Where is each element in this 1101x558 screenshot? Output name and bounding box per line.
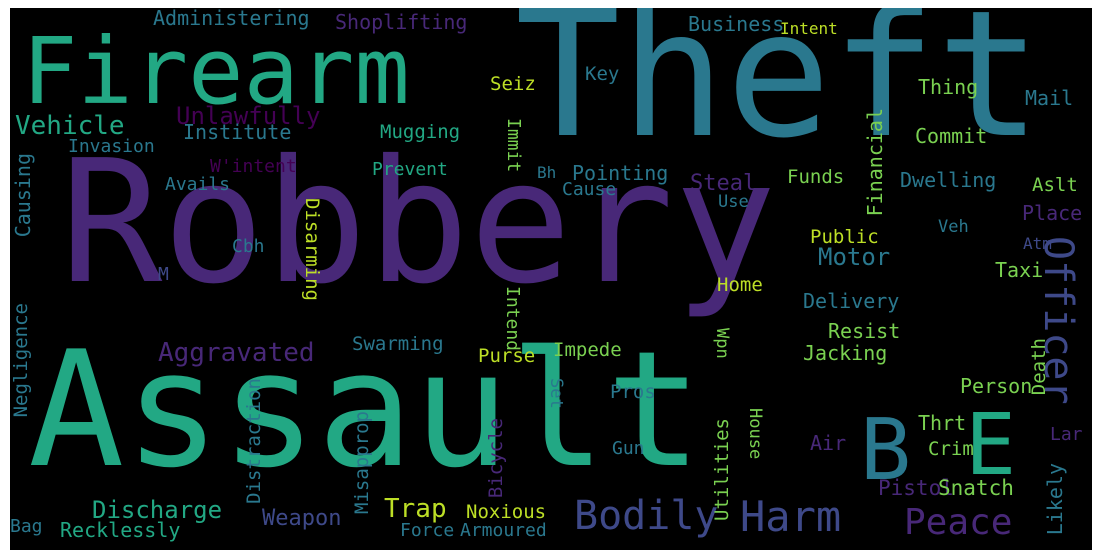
word-delivery: Delivery [803, 289, 900, 313]
word-noxious: Noxious [466, 501, 547, 523]
word-cbh: Cbh [232, 236, 265, 257]
word-jacking: Jacking [803, 341, 888, 365]
word-assault: Assault [28, 316, 703, 503]
word-bodily: Bodily [574, 493, 719, 539]
word-utilities: Utilities [711, 418, 733, 521]
word-atm: Atm [1023, 234, 1052, 253]
word-motor: Motor [818, 243, 891, 271]
word-pros: Pros [610, 381, 656, 403]
word-recklessly: Recklessly [60, 518, 181, 542]
word-thing: Thing [918, 75, 979, 99]
word-place: Place [1022, 201, 1083, 225]
word-key: Key [585, 63, 620, 85]
word-intent: Intent [780, 19, 838, 38]
word-swarming: Swarming [352, 333, 444, 355]
word-set: Set [546, 378, 566, 409]
word-lar: Lar [1050, 424, 1083, 445]
word-institute: Institute [183, 120, 292, 144]
word-bag: Bag [10, 516, 43, 537]
word-negligence: Negligence [10, 303, 32, 418]
word-e: E [965, 396, 1017, 495]
word-peace: Peace [904, 502, 1013, 543]
word-steal: Steal [690, 171, 757, 196]
word-administering: Administering [153, 8, 310, 30]
word-thrt: Thrt [918, 411, 967, 435]
word-firearm: Firearm [22, 18, 410, 125]
word-vehicle: Vehicle [15, 111, 125, 141]
word-weapon: Weapon [262, 506, 342, 531]
word-trap: Trap [384, 494, 447, 524]
word-veh: Veh [938, 217, 969, 237]
word-seiz: Seiz [490, 73, 536, 95]
word-theft: Theft [515, 8, 1042, 177]
word-crim: Crim [928, 438, 974, 460]
word-resist: Resist [828, 319, 901, 343]
word-aggravated: Aggravated [158, 338, 315, 368]
word-house: House [745, 408, 765, 460]
word-b: B [860, 401, 912, 500]
word-commit: Commit [915, 124, 988, 148]
word-snatch: Snatch [938, 476, 1014, 500]
word-funds: Funds [787, 166, 845, 188]
word-use: Use [718, 192, 749, 212]
word-disarming: Disarming [301, 198, 323, 301]
word-invasion: Invasion [68, 136, 155, 157]
word-air: Air [810, 431, 847, 455]
word-armoured: Armoured [460, 520, 547, 541]
word-public: Public [810, 226, 879, 248]
word-dwelling: Dwelling [900, 168, 997, 192]
word-robbery: Robbery [60, 124, 777, 322]
word-wintent: W'intent [210, 156, 297, 177]
word-intend: Intend [502, 286, 523, 352]
word-discharge: Discharge [92, 496, 223, 524]
word-officer: Officer [1035, 236, 1081, 405]
word-harm: Harm [740, 492, 842, 541]
word-m: M [158, 264, 169, 285]
word-business: Business [688, 12, 785, 36]
word-pointing: Pointing [572, 161, 669, 185]
word-bicycle: Bicycle [485, 418, 507, 499]
word-wpn: Wpn [712, 328, 732, 359]
word-shoplifting: Shoplifting [335, 10, 468, 34]
word-gun: Gun [612, 438, 645, 459]
word-misapprop: Misapprop [351, 411, 373, 514]
word-financial: Financial [863, 108, 887, 217]
word-avails: Avails [165, 174, 231, 195]
word-impede: Impede [553, 339, 622, 361]
word-cloud: Robbery Theft Assault Firearm B E Office… [10, 8, 1092, 550]
word-mugging: Mugging [380, 121, 461, 143]
word-aslt: Aslt [1032, 174, 1078, 196]
word-force: Force [400, 520, 455, 541]
word-unlawfully: Unlawfully [176, 102, 321, 130]
word-pistol: Pistol [878, 476, 954, 500]
word-purse: Purse [478, 345, 536, 367]
word-likely: Likely [1043, 463, 1067, 536]
word-cause: Cause [562, 179, 617, 200]
word-causing: Causing [11, 153, 35, 238]
word-death: Death [1028, 338, 1050, 396]
word-immit: Immit [503, 118, 524, 173]
word-person: Person [960, 374, 1033, 398]
word-prevent: Prevent [372, 159, 448, 180]
word-home: Home [717, 274, 763, 296]
word-taxi: Taxi [995, 258, 1044, 282]
word-distraction: Distraction [243, 378, 265, 504]
word-bh: Bh [537, 163, 557, 182]
word-mail: Mail [1025, 86, 1074, 110]
